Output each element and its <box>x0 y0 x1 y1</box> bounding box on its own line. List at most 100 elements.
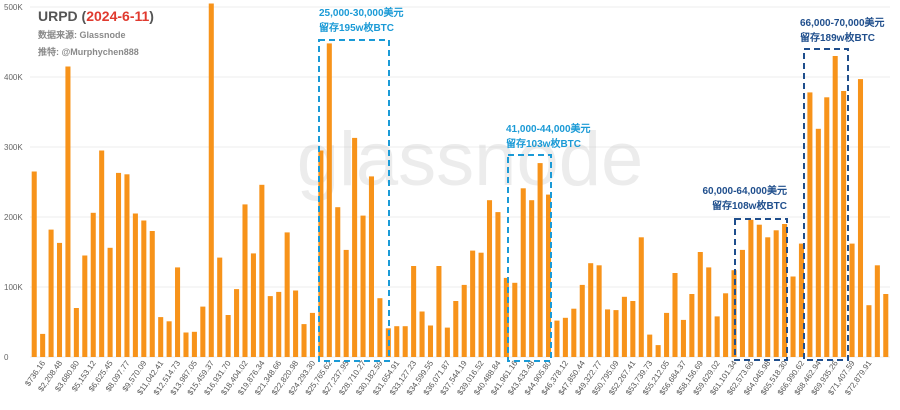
bar <box>579 284 585 357</box>
bar <box>234 289 240 357</box>
title-date: 2024-6-11 <box>86 8 150 24</box>
bar <box>208 3 214 357</box>
bar <box>56 242 63 357</box>
bar <box>411 266 417 357</box>
bar <box>478 252 484 357</box>
bar <box>680 319 686 357</box>
y-tick-label: 200K <box>4 213 23 222</box>
bar <box>537 163 543 357</box>
bar <box>613 310 619 357</box>
bar <box>655 345 661 357</box>
source-label: 数据来源: <box>38 30 80 40</box>
bar <box>65 66 71 357</box>
bar <box>183 332 189 357</box>
bar <box>706 267 712 357</box>
bar <box>714 316 720 357</box>
source-value: Glassnode <box>79 30 126 40</box>
bar <box>883 294 889 357</box>
author-value: @Murphychen888 <box>61 47 139 57</box>
annotation-supply: 留存108w枚BTC <box>711 201 787 212</box>
bar <box>436 266 442 357</box>
bar <box>191 331 197 357</box>
bar <box>116 172 122 357</box>
bar <box>175 267 181 357</box>
author-line: 推特: @Murphychen888 <box>38 45 154 58</box>
bar <box>200 306 206 357</box>
bar <box>621 296 627 357</box>
bar <box>444 327 450 357</box>
bar <box>672 273 678 357</box>
y-gridlines <box>30 6 890 358</box>
bar <box>402 326 408 357</box>
watermark: glassnode <box>297 117 644 202</box>
x-axis-ticks: $736.16$2,208.48$3,680.80$5,153.12$6,625… <box>23 359 874 397</box>
bar <box>874 265 880 357</box>
y-axis-ticks: 0 100K 200K 300K 400K 500K <box>4 3 23 362</box>
bar <box>335 207 341 357</box>
bar <box>90 212 96 357</box>
bar <box>276 291 282 357</box>
title-suffix: ) <box>149 8 154 24</box>
bar <box>461 284 467 357</box>
bar <box>124 174 130 357</box>
annotation-range: 66,000-70,000美元 <box>800 18 885 29</box>
bar <box>647 334 653 357</box>
bar <box>166 321 172 357</box>
bar <box>512 282 518 357</box>
bar <box>453 301 459 357</box>
bar <box>495 212 501 357</box>
bar <box>318 150 324 357</box>
bar <box>739 249 745 357</box>
bar <box>132 213 138 357</box>
bar <box>149 231 155 357</box>
bar <box>141 220 147 357</box>
highlight-boxes <box>318 39 849 362</box>
bar <box>377 298 383 357</box>
bar <box>31 171 37 357</box>
bar <box>73 308 79 357</box>
annotation-41k-44k: 41,000-44,000美元 留存103w枚BTC <box>506 122 591 152</box>
bar <box>638 237 644 357</box>
bar <box>40 333 46 357</box>
annotation-supply: 留存103w枚BTC <box>506 139 582 150</box>
y-tick-label: 500K <box>4 3 23 12</box>
highlight-box-25k-30k <box>318 39 390 362</box>
bar <box>99 150 105 357</box>
bar <box>107 247 113 357</box>
bar <box>427 325 434 357</box>
author-label: 推特: <box>38 47 62 57</box>
bar <box>571 308 577 357</box>
bar <box>798 243 804 357</box>
bar <box>562 317 568 357</box>
bar <box>82 255 88 357</box>
y-tick-label: 400K <box>4 73 23 82</box>
bar <box>217 257 223 357</box>
bar <box>529 200 535 357</box>
bar <box>520 188 526 357</box>
bar <box>765 237 771 357</box>
bar <box>284 232 290 357</box>
bar <box>242 204 248 357</box>
bar <box>360 215 366 357</box>
bar <box>394 326 400 357</box>
highlight-box-66k-70k <box>803 48 849 361</box>
y-tick-label: 300K <box>4 143 23 152</box>
title-prefix: URPD ( <box>38 8 87 24</box>
bar <box>790 276 796 357</box>
bar <box>664 312 670 357</box>
bar <box>782 224 788 357</box>
bar <box>849 243 855 357</box>
y-tick-label: 0 <box>4 353 9 362</box>
bar <box>326 43 332 358</box>
annotation-range: 25,000-30,000美元 <box>319 8 404 19</box>
annotation-66k-70k: 66,000-70,000美元 留存189w枚BTC <box>800 16 885 46</box>
highlight-box-60k-64k <box>734 218 788 361</box>
bar <box>596 265 602 357</box>
highlight-box-41k-44k <box>507 154 552 362</box>
chart-title: URPD (2024-6-11) <box>38 8 154 24</box>
chart-header: URPD (2024-6-11) 数据来源: Glassnode 推特: @Mu… <box>38 8 154 58</box>
annotation-25k-30k: 25,000-30,000美元 留存195w枚BTC <box>319 6 404 36</box>
y-tick-label: 100K <box>4 283 23 292</box>
bar <box>419 311 425 357</box>
